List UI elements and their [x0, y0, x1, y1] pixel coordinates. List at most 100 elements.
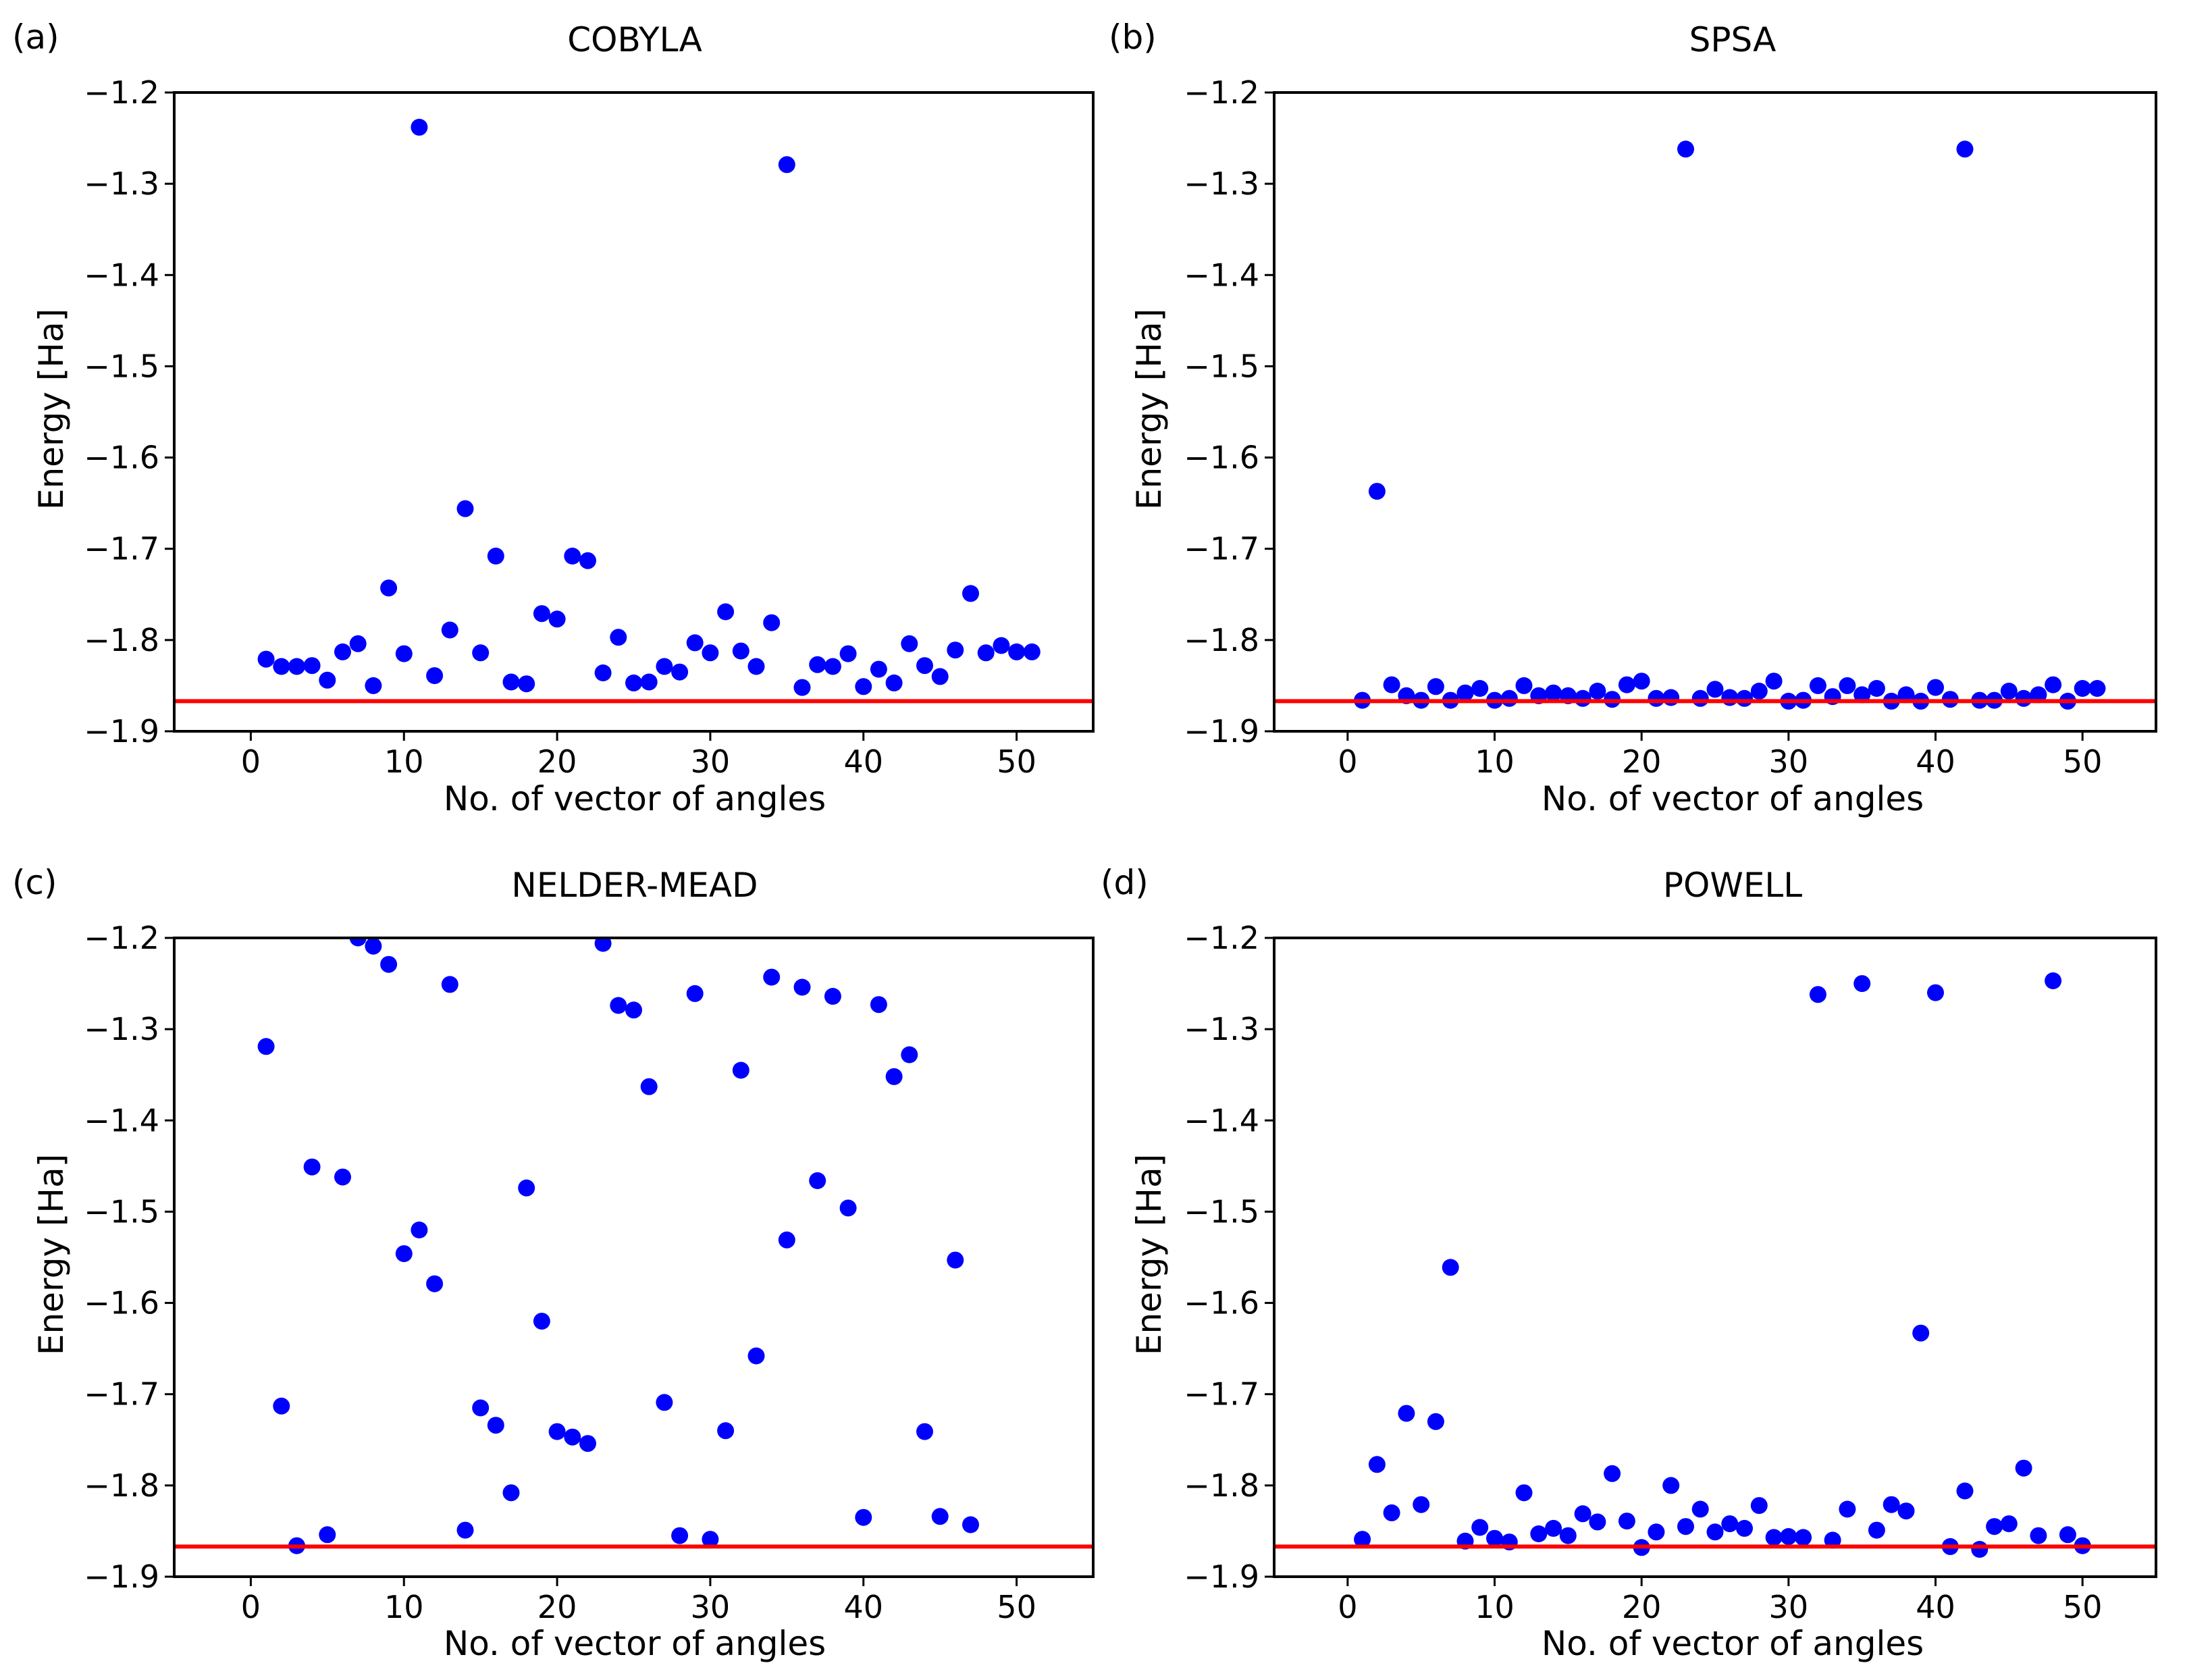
data-point	[793, 978, 811, 996]
data-point	[610, 997, 627, 1014]
data-point	[1691, 689, 1709, 707]
x-tick-label: 10	[1475, 1589, 1515, 1625]
data-point	[686, 985, 704, 1002]
data-point	[855, 1508, 872, 1526]
data-point	[1839, 1500, 1856, 1518]
chart-title: SPSA	[1689, 20, 1777, 59]
data-point	[702, 1531, 719, 1548]
data-points	[1354, 140, 2106, 710]
y-tick-label: −1.7	[1184, 1376, 1259, 1413]
data-point	[594, 938, 612, 952]
data-point	[411, 118, 428, 136]
data-point	[931, 668, 949, 685]
x-axis-label: No. of vector of angles	[444, 779, 826, 818]
y-tick-label: −1.4	[84, 257, 159, 293]
data-point	[885, 1068, 903, 1085]
data-point	[656, 1394, 673, 1411]
data-point	[1809, 986, 1826, 1003]
data-point	[365, 677, 382, 694]
data-point	[594, 664, 612, 681]
data-point	[2045, 676, 2062, 693]
data-point	[1486, 1529, 1503, 1547]
data-point	[1706, 681, 1724, 698]
data-point	[1589, 683, 1606, 700]
data-point	[1559, 1527, 1577, 1544]
data-point	[395, 1245, 413, 1263]
data-point	[1824, 1531, 1841, 1549]
data-point	[1413, 1496, 1430, 1513]
x-tick-label: 40	[843, 1589, 883, 1625]
data-point	[1662, 1477, 1680, 1494]
y-tick-label: −1.8	[84, 622, 159, 658]
x-tick-label: 50	[2063, 1589, 2103, 1625]
data-point	[1765, 673, 1783, 690]
data-point	[824, 988, 841, 1005]
data-point	[1500, 689, 1518, 707]
y-axis-label: Energy [Ha]	[1130, 1154, 1169, 1355]
panel-label: (d)	[1101, 863, 1149, 902]
data-point	[273, 658, 290, 675]
data-point	[962, 1516, 979, 1533]
data-point	[1618, 676, 1635, 693]
data-point	[273, 1397, 290, 1415]
data-point	[487, 548, 504, 565]
data-point	[1008, 643, 1026, 660]
data-point	[1691, 1500, 1709, 1518]
y-tick-label: −1.3	[1184, 165, 1259, 202]
y-tick-label: −1.6	[1184, 1285, 1259, 1321]
panel-powell: (d) POWELL Energy [Ha] No. of vector of …	[1101, 863, 2157, 1663]
data-point	[518, 675, 535, 693]
y-tick-label: −1.4	[84, 1102, 159, 1138]
data-point	[303, 1158, 321, 1176]
data-point	[1633, 673, 1650, 690]
data-point	[2088, 680, 2106, 697]
data-point	[533, 605, 550, 623]
data-point	[1868, 1521, 1885, 1539]
data-point	[1897, 1502, 1915, 1520]
data-point	[732, 642, 749, 660]
data-point	[502, 673, 520, 691]
x-tick-label: 20	[1622, 1589, 1662, 1625]
data-point	[1839, 677, 1856, 694]
data-point	[1354, 1531, 1371, 1548]
data-point	[1795, 1529, 1812, 1546]
data-point	[1750, 1497, 1768, 1515]
data-point	[732, 1061, 749, 1079]
data-points	[1354, 972, 2091, 1558]
data-point	[962, 585, 979, 602]
data-point	[1736, 689, 1753, 707]
x-tick-label: 30	[691, 1589, 731, 1625]
data-point	[1765, 1529, 1783, 1546]
data-point	[1853, 975, 1871, 993]
data-point	[564, 1428, 581, 1446]
data-point	[1023, 643, 1041, 660]
panel-spsa: (b) SPSA Energy [Ha] No. of vector of an…	[1109, 18, 2157, 818]
data-point	[1868, 680, 1885, 697]
data-point	[395, 645, 413, 662]
data-point	[365, 938, 382, 955]
data-point	[671, 1527, 689, 1544]
y-tick-label: −1.8	[1184, 622, 1259, 658]
data-point	[1927, 984, 1944, 1001]
data-point	[778, 1231, 795, 1249]
panel-nelder-mead: (c) NELDER-MEAD Energy [Ha] No. of vecto…	[12, 863, 1095, 1663]
data-point	[1515, 1484, 1533, 1502]
data-point	[1750, 683, 1768, 700]
data-point	[472, 644, 490, 662]
data-point	[640, 1078, 658, 1095]
data-point	[1383, 676, 1400, 693]
data-point	[2030, 1527, 2047, 1544]
data-point	[319, 1526, 336, 1544]
data-point	[1456, 684, 1474, 702]
y-axis-label: Energy [Ha]	[1130, 309, 1169, 510]
data-point	[1662, 689, 1680, 706]
data-point	[993, 637, 1010, 654]
x-tick-label: 10	[384, 1589, 424, 1625]
x-tick-label: 0	[241, 1589, 261, 1625]
data-point	[839, 1199, 857, 1217]
data-point	[1589, 1513, 1606, 1531]
data-point	[1677, 140, 1694, 158]
x-tick-label: 20	[1622, 743, 1662, 780]
data-point	[1442, 1259, 1459, 1276]
data-point	[1736, 1519, 1753, 1537]
